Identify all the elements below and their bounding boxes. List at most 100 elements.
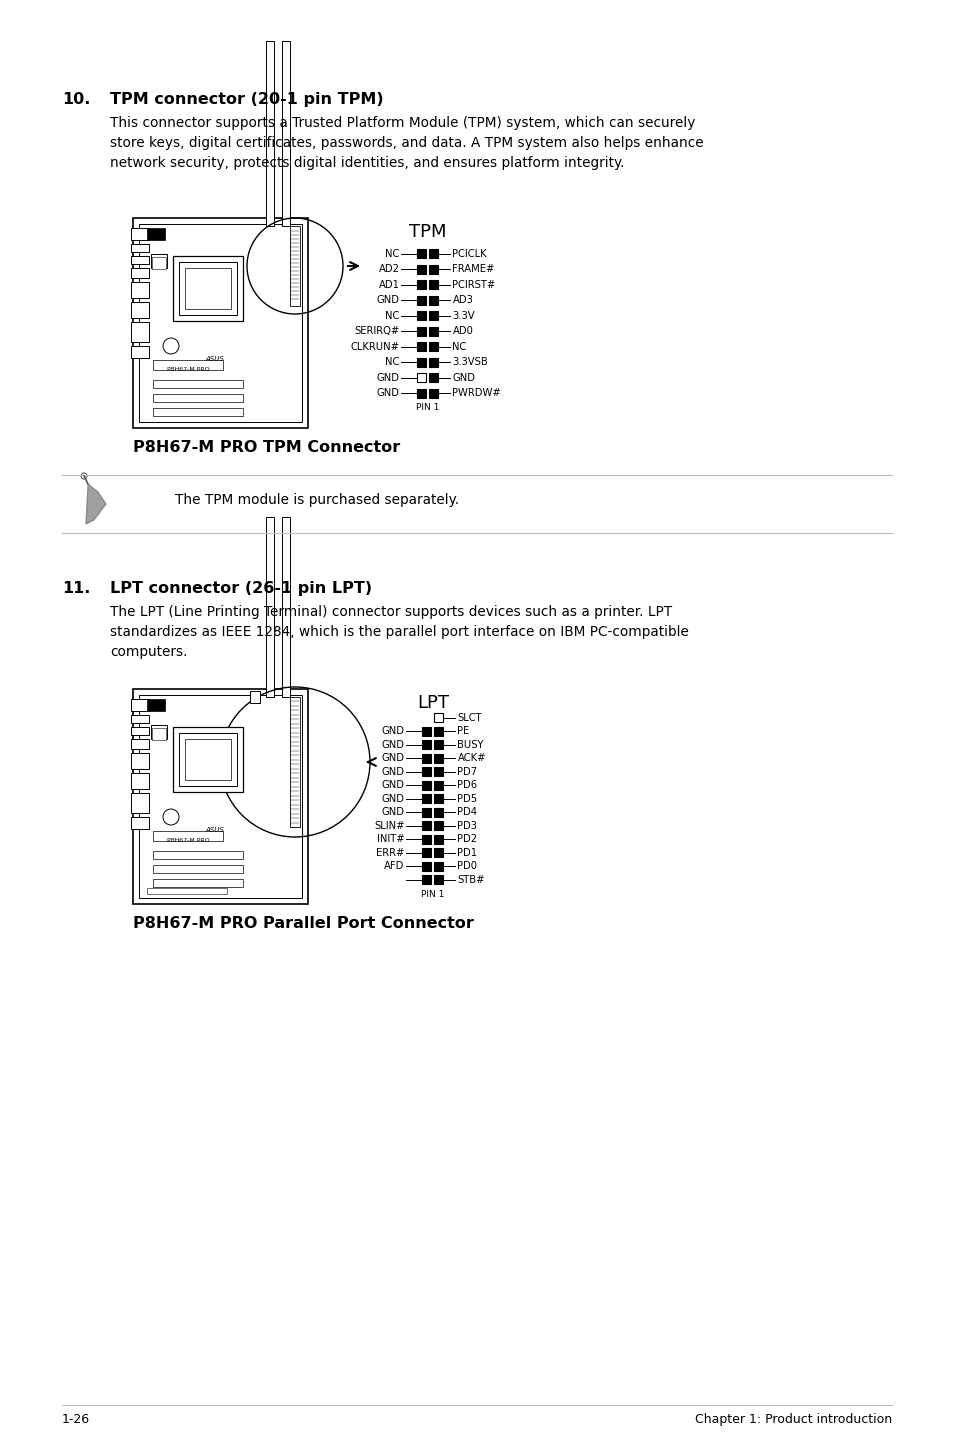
Bar	[422, 754, 431, 762]
Text: ERR#: ERR#	[375, 848, 404, 857]
Bar	[434, 726, 443, 736]
Text: PIN 1: PIN 1	[416, 403, 439, 413]
Bar	[152, 866, 243, 873]
Text: 11.: 11.	[62, 581, 91, 595]
Bar	[185, 267, 231, 309]
Bar	[266, 42, 274, 226]
Text: GND: GND	[376, 372, 399, 383]
Text: FRAME#: FRAME#	[452, 265, 495, 275]
Text: PCICLK: PCICLK	[452, 249, 487, 259]
Bar	[282, 518, 290, 697]
Text: PD4: PD4	[457, 807, 477, 817]
Bar	[429, 249, 438, 259]
Bar	[434, 781, 443, 789]
Bar	[290, 697, 299, 827]
Bar	[139, 224, 302, 421]
Bar	[147, 699, 165, 710]
Bar	[131, 229, 149, 240]
Bar	[422, 876, 431, 884]
Bar	[422, 768, 431, 777]
Bar	[179, 262, 236, 315]
Text: INIT#: INIT#	[376, 834, 404, 844]
Bar	[417, 342, 426, 351]
Bar	[147, 229, 165, 240]
Text: PD7: PD7	[457, 766, 477, 777]
Text: GND: GND	[452, 372, 475, 383]
Bar	[185, 739, 231, 779]
Bar	[429, 311, 438, 321]
Bar	[250, 692, 260, 703]
Bar	[152, 879, 243, 887]
Text: SLIN#: SLIN#	[374, 821, 404, 831]
Bar	[147, 889, 227, 894]
Bar	[434, 741, 443, 749]
Bar	[422, 848, 431, 857]
Bar	[282, 42, 290, 226]
Bar	[422, 781, 431, 789]
Text: GND: GND	[381, 766, 404, 777]
Bar	[132, 689, 308, 905]
Bar	[429, 326, 438, 335]
Bar	[429, 280, 438, 289]
Text: CLKRUN#: CLKRUN#	[350, 342, 399, 352]
Text: GND: GND	[381, 794, 404, 804]
Bar	[152, 408, 243, 416]
Text: NC: NC	[385, 249, 399, 259]
Text: ACK#: ACK#	[457, 754, 485, 764]
Bar	[131, 774, 149, 789]
Bar	[417, 265, 426, 273]
Bar	[429, 374, 438, 383]
Bar	[417, 358, 426, 367]
Text: STB#: STB#	[457, 874, 484, 884]
Text: AFD: AFD	[384, 861, 404, 871]
Text: LPT: LPT	[416, 695, 449, 712]
Bar	[417, 326, 426, 335]
Bar	[434, 754, 443, 762]
Bar	[131, 322, 149, 342]
Bar	[152, 394, 243, 403]
Text: ASUS: ASUS	[205, 827, 224, 833]
Bar	[417, 296, 426, 305]
Text: PWRDW#: PWRDW#	[452, 388, 500, 398]
Bar	[434, 794, 443, 804]
Text: 10.: 10.	[62, 92, 91, 106]
Bar	[422, 741, 431, 749]
Circle shape	[163, 338, 179, 354]
Text: GND: GND	[381, 754, 404, 764]
Bar	[131, 715, 149, 723]
Text: TPM connector (20-1 pin TPM): TPM connector (20-1 pin TPM)	[110, 92, 383, 106]
Text: GND: GND	[376, 295, 399, 305]
Text: The LPT (Line Printing Terminal) connector supports devices such as a printer. L: The LPT (Line Printing Terminal) connect…	[110, 605, 688, 659]
Bar	[422, 834, 431, 844]
Text: GND: GND	[376, 388, 399, 398]
Bar	[422, 821, 431, 830]
Bar	[172, 256, 243, 321]
Text: GND: GND	[381, 726, 404, 736]
Polygon shape	[86, 485, 106, 523]
Text: 1-26: 1-26	[62, 1414, 90, 1426]
Text: PD6: PD6	[457, 781, 477, 791]
Bar	[434, 876, 443, 884]
Bar	[152, 728, 166, 741]
Text: P8H67-M PRO TPM Connector: P8H67-M PRO TPM Connector	[132, 440, 400, 454]
Bar	[179, 733, 236, 787]
Bar	[131, 244, 149, 252]
Text: AD1: AD1	[378, 280, 399, 289]
Text: NC: NC	[385, 357, 399, 367]
Bar	[131, 256, 149, 265]
Text: PD1: PD1	[457, 848, 477, 857]
Bar	[131, 267, 149, 278]
Bar	[417, 249, 426, 259]
Text: AD3: AD3	[452, 295, 473, 305]
Text: NC: NC	[385, 311, 399, 321]
Text: AD2: AD2	[378, 265, 399, 275]
Bar	[290, 226, 299, 306]
Text: P8H67-M PRO: P8H67-M PRO	[167, 838, 209, 843]
Bar	[429, 358, 438, 367]
Text: PD3: PD3	[457, 821, 477, 831]
Circle shape	[163, 810, 179, 825]
Bar	[266, 518, 274, 697]
Bar	[417, 374, 426, 383]
Bar	[434, 821, 443, 830]
Bar	[422, 861, 431, 871]
